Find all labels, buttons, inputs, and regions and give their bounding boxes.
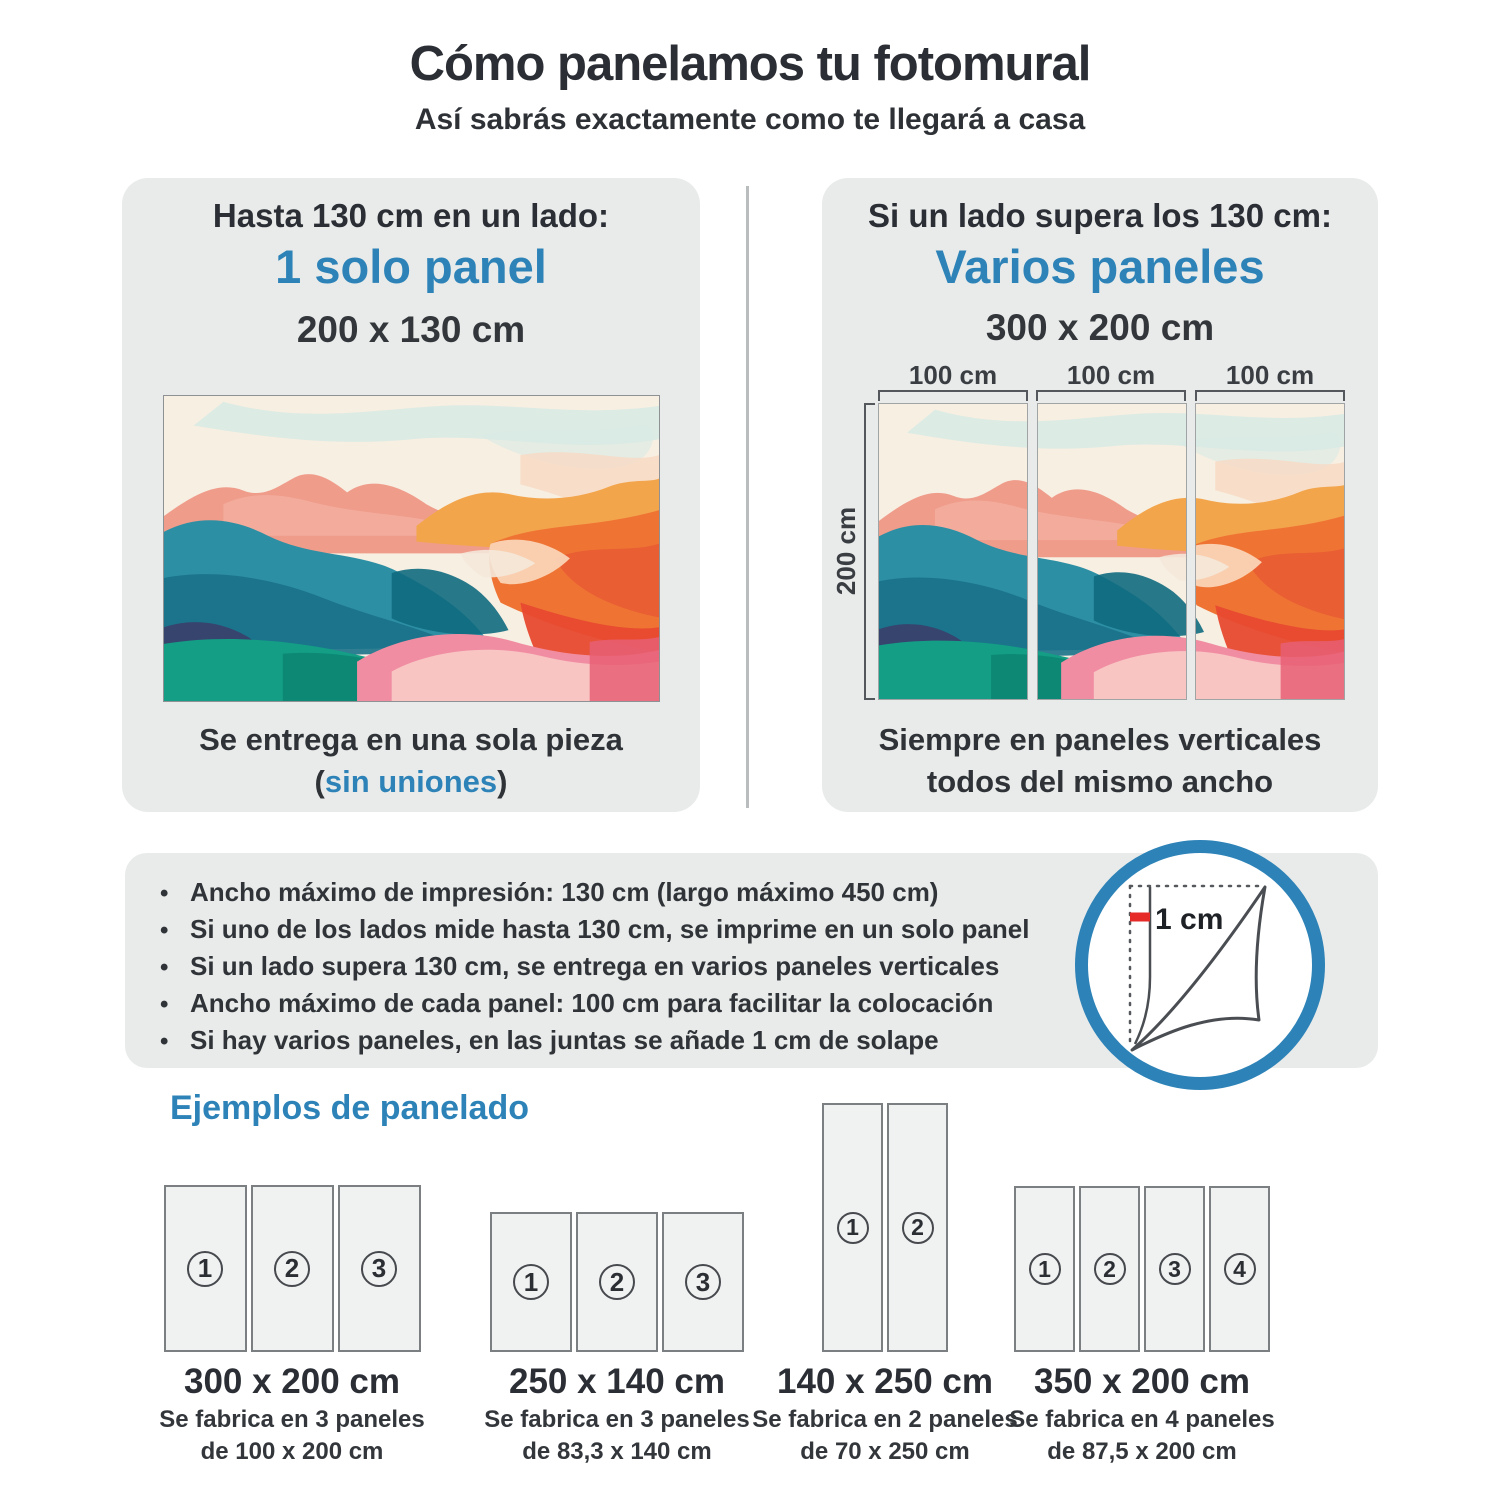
info-bullet-4: • Ancho máximo de cada panel: 100 cm para… xyxy=(160,988,994,1018)
example-panel: 2 xyxy=(887,1103,948,1352)
mural-panel-2 xyxy=(1036,403,1187,700)
single-panel-condition: Hasta 130 cm en un lado: xyxy=(212,197,610,234)
example-panel: 3 xyxy=(662,1212,744,1352)
example-block: 1 2 3 250 x 140 cm Se fabrica en 3 paneles de… xyxy=(467,1100,767,1480)
panel-number-badge: 2 xyxy=(274,1250,310,1287)
example-block: 1 2 3 4 350 x 200 cm Se fabrica en 4 paneles d… xyxy=(992,1100,1292,1480)
example-panels: 1 2 3 xyxy=(467,1212,767,1352)
example-desc-line1: Se fabrica en 3 paneles xyxy=(484,1406,750,1433)
example-panel: 1 xyxy=(163,1185,247,1352)
example-desc-line1: Se fabrica en 3 paneles xyxy=(159,1406,425,1433)
mural-image-single xyxy=(163,395,660,702)
panel-number-badge: 2 xyxy=(901,1211,934,1244)
width-label-2: 100 cm xyxy=(1066,360,1156,390)
info-bullet-3: • Si un lado supera 130 cm, se entrega en… xyxy=(160,951,1000,981)
example-panel: 1 xyxy=(822,1103,883,1352)
single-panel-size: 200 x 130 cm xyxy=(296,309,526,350)
bullet-dot: • xyxy=(160,917,169,944)
example-desc-line1: Se fabrica en 4 paneles xyxy=(1009,1406,1275,1433)
panel-number-badge: 4 xyxy=(1223,1253,1256,1285)
example-size-label: 250 x 140 cm xyxy=(508,1362,725,1401)
example-size-label: 140 x 250 cm xyxy=(776,1362,993,1401)
example-block: 1 2 3 300 x 200 cm Se fabrica en 3 paneles de… xyxy=(142,1100,442,1480)
example-desc-line2: de 87,5 x 200 cm xyxy=(1047,1438,1237,1465)
multi-panel-caption: Siempre en paneles verticales xyxy=(878,722,1322,757)
example-panel: 2 xyxy=(1079,1186,1140,1352)
svg-text:1 cm: 1 cm xyxy=(1155,903,1223,936)
height-label: 200 cm xyxy=(831,506,861,596)
panel-number-badge: 1 xyxy=(1028,1253,1061,1285)
panel-number-badge: 3 xyxy=(361,1250,397,1287)
page-title: Cómo panelamos tu fotomural xyxy=(409,37,1092,91)
page-curl-icon: 1 cm xyxy=(1128,884,1267,1052)
width-label-3: 100 cm xyxy=(1225,360,1315,390)
multi-panel-condition: Si un lado supera los 130 cm: xyxy=(868,197,1332,234)
examples-heading: Ejemplos de panelado xyxy=(170,1089,529,1127)
single-panel-highlight: 1 solo panel xyxy=(275,240,547,293)
example-desc-line1: Se fabrica en 2 paneles xyxy=(752,1406,1018,1433)
width-measure-3 xyxy=(1195,390,1345,401)
bullet-dot: • xyxy=(160,954,169,981)
info-bullet-2: • Si uno de los lados mide hasta 130 cm, … xyxy=(160,914,1030,944)
width-label-1: 100 cm xyxy=(908,360,998,390)
example-panel: 1 xyxy=(1014,1186,1075,1352)
example-panel: 2 xyxy=(576,1212,658,1352)
single-panel-caption: Se entrega en una sola pieza xyxy=(199,722,623,757)
multi-panel-size: 300 x 200 cm xyxy=(985,307,1215,348)
multi-panel-highlight: Varios paneles xyxy=(935,240,1265,293)
example-panel: 2 xyxy=(250,1185,334,1352)
example-block: 1 2 140 x 250 cm Se fabrica en 2 paneles de … xyxy=(735,1100,1035,1480)
panel-number-badge: 2 xyxy=(1093,1253,1126,1285)
example-desc-line2: de 70 x 250 cm xyxy=(800,1438,970,1465)
width-measure-2 xyxy=(1036,390,1186,401)
panel-number-badge: 1 xyxy=(513,1264,549,1300)
width-measure-1 xyxy=(878,390,1028,401)
mural-panel-1 xyxy=(878,403,1028,700)
example-panel: 3 xyxy=(337,1185,421,1352)
example-size-label: 300 x 200 cm xyxy=(183,1362,400,1401)
height-measure xyxy=(864,403,875,700)
page-subtitle: Así sabrás exactamente como te llegará a… xyxy=(414,103,1086,136)
example-size-label: 350 x 200 cm xyxy=(1033,1362,1250,1401)
examples-row: 1 2 3 300 x 200 cm Se fabrica en 3 paneles de… xyxy=(0,1100,1500,1490)
panel-number-badge: 1 xyxy=(836,1211,869,1244)
example-panels: 1 2 3 xyxy=(142,1185,442,1352)
single-panel-caption-2: (sin uniones) xyxy=(314,764,508,799)
info-bullet-1: • Ancho máximo de impresión: 130 cm (larg… xyxy=(160,877,939,907)
multi-panel-caption-2: todos del mismo ancho xyxy=(926,764,1274,799)
example-panel: 3 xyxy=(1144,1186,1205,1352)
panel-number-badge: 2 xyxy=(599,1264,635,1300)
bullet-dot: • xyxy=(160,880,169,907)
example-panel: 4 xyxy=(1209,1186,1270,1352)
example-panel: 1 xyxy=(490,1212,572,1352)
info-bullet-5: • Si hay varios paneles, en las juntas se… xyxy=(160,1025,939,1055)
example-desc-line2: de 100 x 200 cm xyxy=(200,1438,384,1465)
bullet-dot: • xyxy=(160,991,169,1018)
panel-number-badge: 3 xyxy=(685,1264,721,1300)
example-desc-line2: de 83,3 x 140 cm xyxy=(522,1438,712,1465)
bullet-dot: • xyxy=(160,1028,169,1055)
card-divider xyxy=(746,186,749,808)
mural-panel-3 xyxy=(1195,403,1345,700)
panel-number-badge: 1 xyxy=(187,1250,223,1287)
panel-number-badge: 3 xyxy=(1158,1253,1191,1285)
